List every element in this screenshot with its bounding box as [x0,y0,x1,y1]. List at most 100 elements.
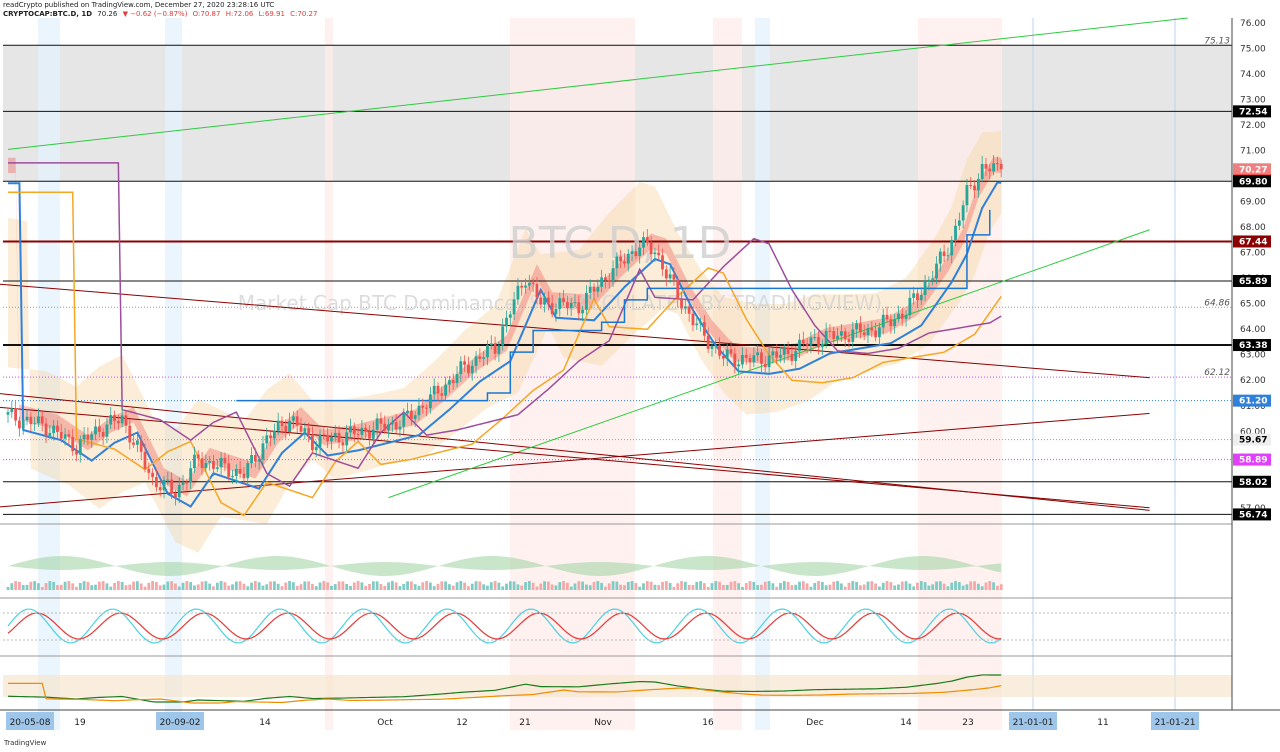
candle [109,407,113,430]
volume-bar [691,585,695,590]
candle-body [828,330,832,332]
volume-bar [710,583,714,590]
candle [189,461,193,489]
candle-body [607,280,611,283]
candle-body [527,282,531,286]
obv-band [3,675,1232,697]
candle [878,322,881,346]
volume-bar [257,582,261,590]
candle-body [839,331,843,336]
candle-body [371,429,375,439]
volume-bar [387,582,390,590]
candle-body [505,317,508,327]
candle-body [322,434,326,436]
candle [330,432,333,450]
candle-body [931,278,935,280]
candle-body [938,251,942,264]
candle [208,455,212,471]
volume-bar [763,581,767,590]
time-tick-label: Nov [594,718,612,728]
time-axis[interactable]: 20-05-08 19 20-09-02 14 Oct 12 21 Nov 16 Dec 14 23 2… [0,709,1280,730]
candle-body [200,458,204,468]
symbol-label[interactable]: CRYPTOCAP:BTC.D, 1D [3,10,93,18]
volume-bar [988,581,992,590]
candle [204,454,208,472]
price-axis[interactable]: 76.0075.0074.0073.0072.0071.0070.0069.00… [1231,0,1280,712]
candle [801,331,805,348]
candle-body [706,335,710,349]
candle [455,366,459,388]
candle-body [638,247,642,257]
candle-body [189,468,193,483]
candle [733,347,737,374]
candle [253,447,257,468]
candle [59,423,63,443]
candle-body [21,420,25,429]
candle [642,231,645,256]
candle [25,408,29,425]
candle [425,404,428,417]
candle-body [946,255,950,257]
time-tick-label: 20-05-08 [10,718,51,728]
volume-bar [116,581,120,590]
candle [973,180,976,198]
candle [950,235,954,264]
candle [360,419,364,440]
candle [565,295,569,316]
candle [10,400,14,418]
candle [980,155,984,183]
candle [881,308,885,335]
candle-body [897,313,900,320]
candle-body [695,323,699,326]
volume-bar [326,582,330,590]
candle [436,382,440,402]
candle-body [691,313,695,326]
volume-bar [931,584,935,590]
candle [581,305,585,322]
candle [94,419,97,441]
candle-body [14,408,18,421]
candle-body [912,293,916,298]
price-label-box [1233,394,1271,407]
candle [725,343,729,367]
volume-bar [44,583,48,590]
volume-bar [56,585,59,590]
session-band [510,18,635,730]
candle [706,327,710,354]
candle-body [364,427,368,432]
candle [177,477,181,504]
symbol-line: CRYPTOCAP:BTC.D, 1D 70.26 ▼ −0.62 (−0.87… [3,10,320,19]
candle [444,376,448,401]
candle-body [162,479,166,491]
candle [394,413,398,434]
candle-body [520,285,524,288]
volume-bar [234,581,238,590]
volume-bar [219,581,223,590]
ma-orange [8,191,1002,517]
volume-bar [409,581,413,590]
volume-bar [836,581,839,590]
candle [63,427,67,446]
volume-bar [543,581,546,590]
volume-bar [467,586,470,590]
candle [368,425,371,446]
volume-bar [752,581,756,590]
price-label-box [1233,453,1271,466]
candle-body [767,355,771,368]
volume-bar [725,584,729,590]
candle [630,245,634,262]
volume-bar [10,583,14,590]
candle [212,455,215,477]
candle-body [809,337,813,346]
candle-body [813,337,817,339]
time-tick-label: 19 [74,718,86,728]
price-tick-label: 64.00 [1240,325,1266,335]
volume-bar [212,586,215,590]
candle [938,248,942,272]
volume-bar [105,583,109,590]
volume-bar [227,585,231,590]
volume-bar [813,582,817,590]
price-tick-label: 71.00 [1240,147,1266,157]
candle [562,290,565,306]
